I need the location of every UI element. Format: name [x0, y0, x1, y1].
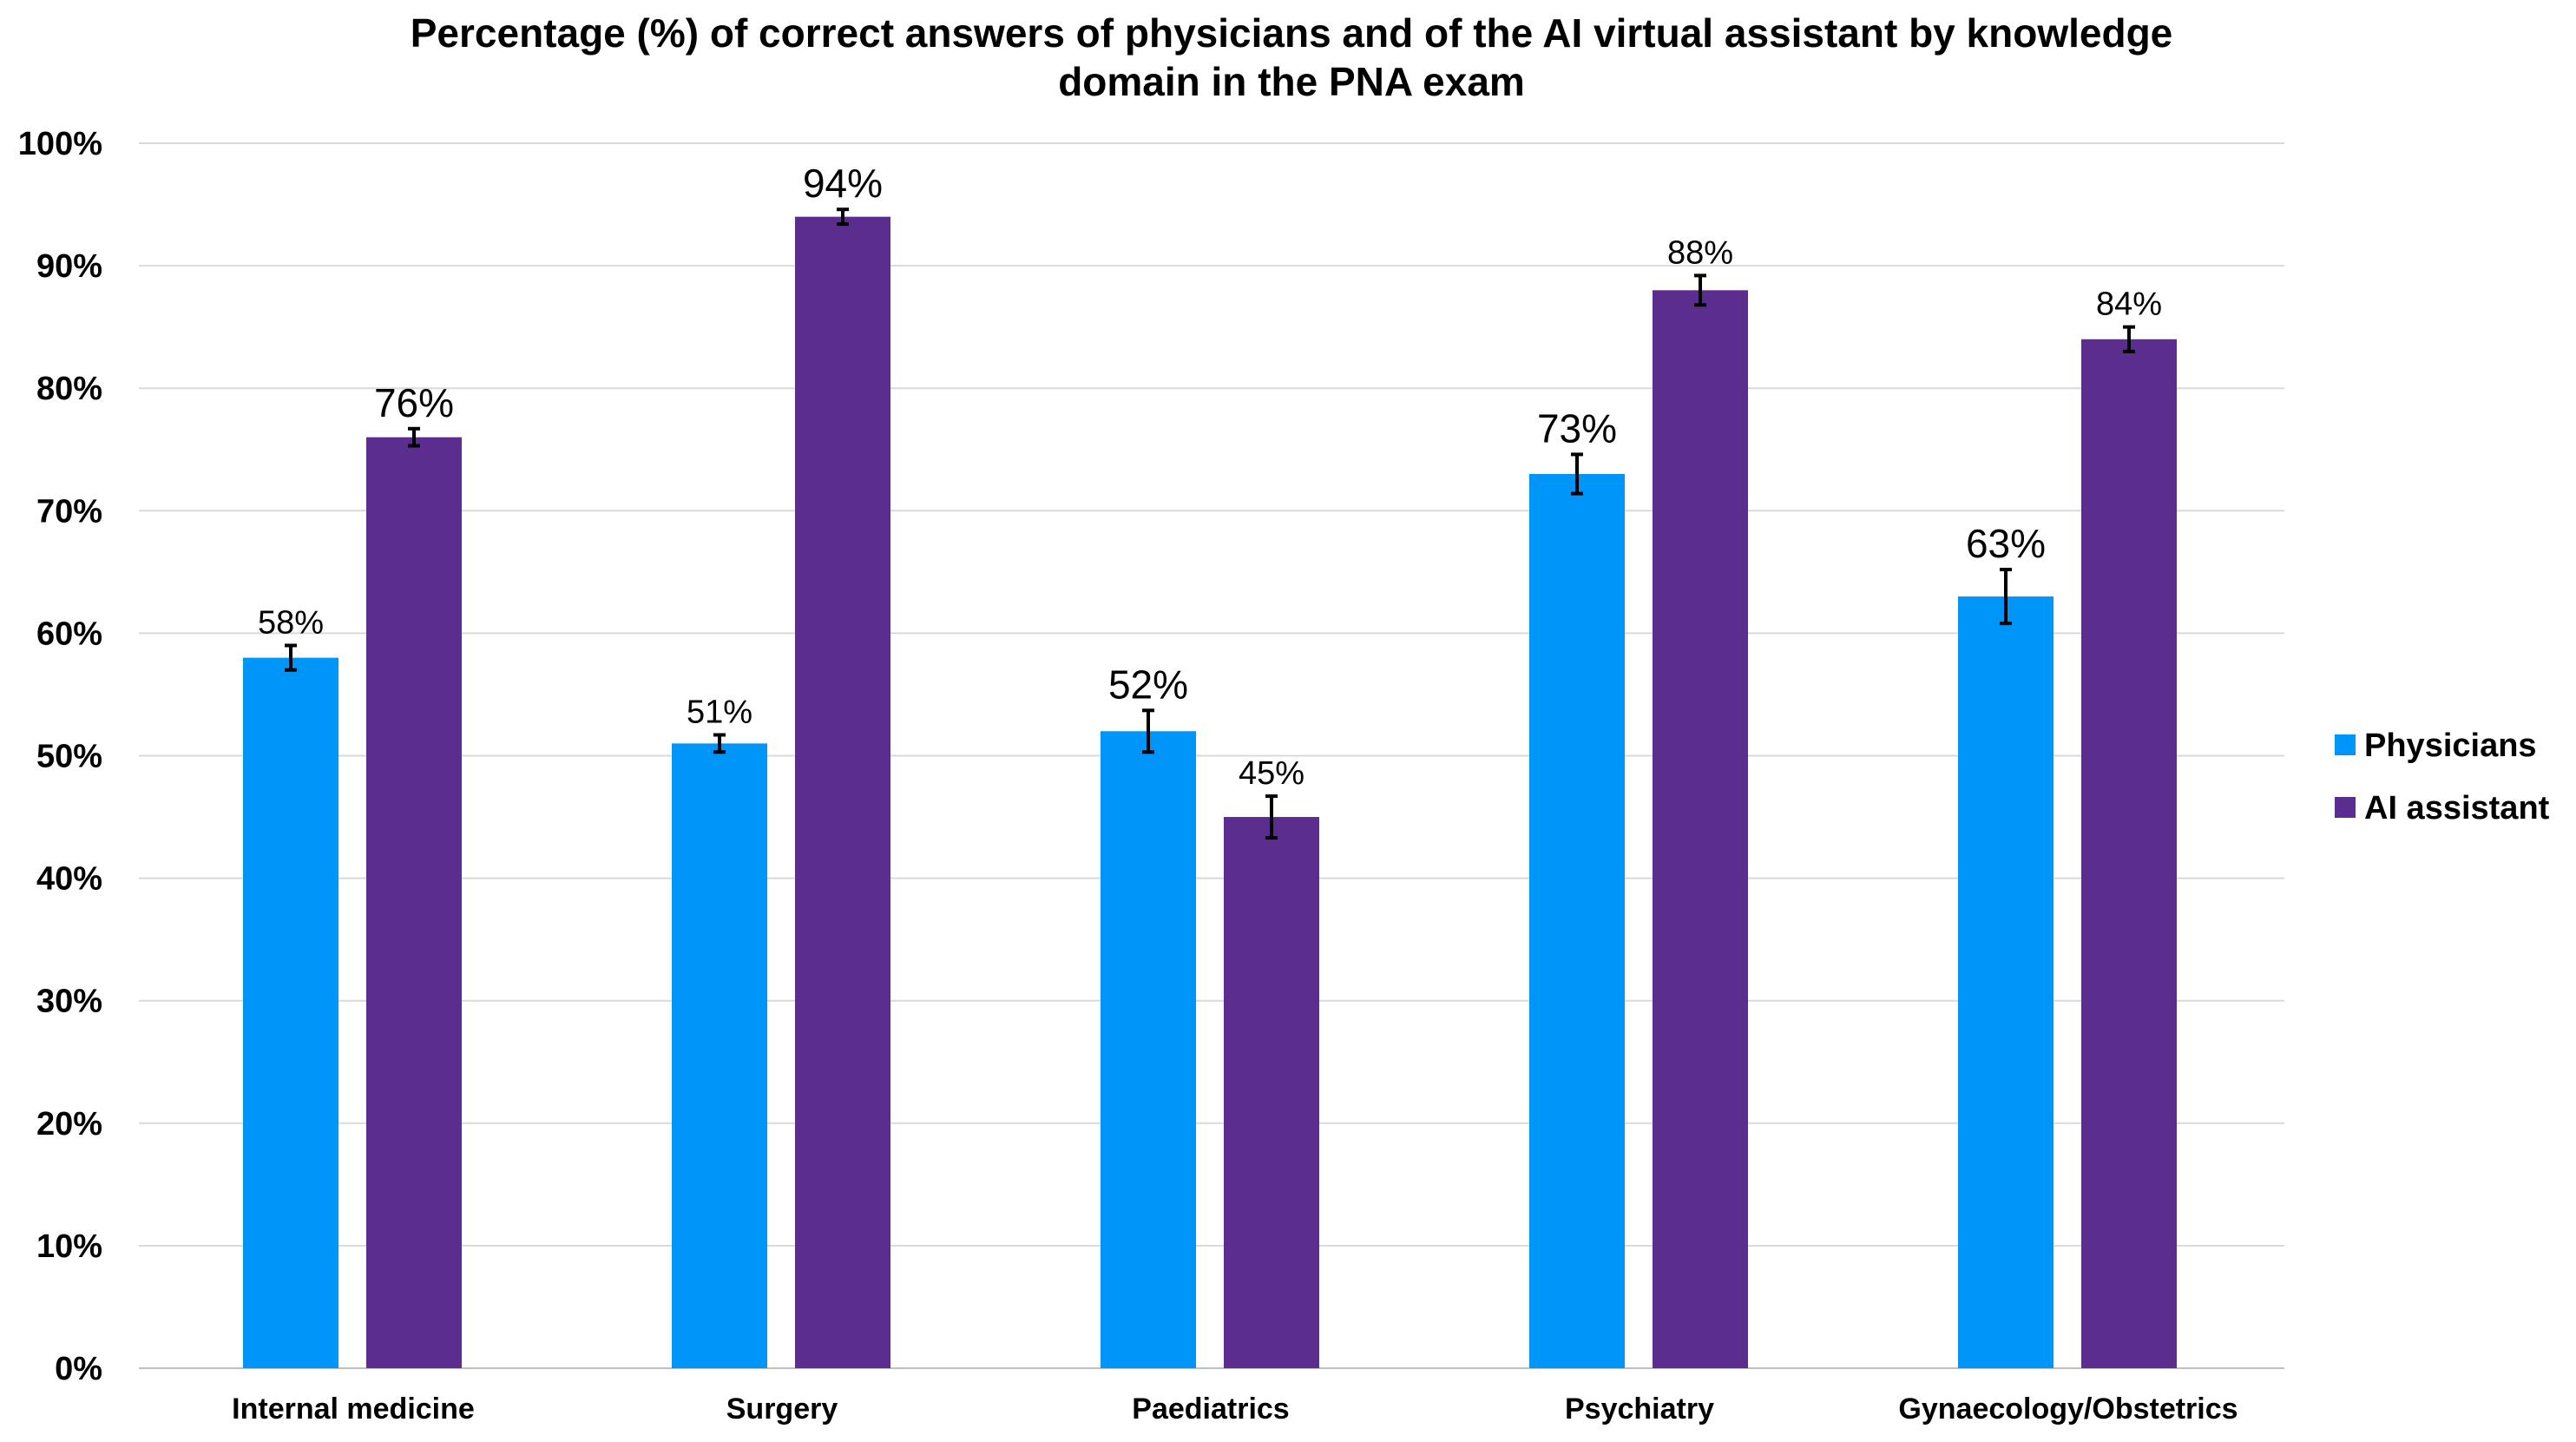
data-label: 58%	[258, 605, 324, 642]
data-label: 52%	[1108, 662, 1188, 707]
bar-ai-assistant-3	[1653, 290, 1748, 1368]
error-bar	[713, 733, 726, 754]
y-tick-label: 30%	[36, 984, 102, 1020]
x-tick-label: Internal medicine	[232, 1393, 475, 1426]
y-tick-label: 0%	[55, 1351, 102, 1387]
error-bars	[285, 207, 2135, 840]
bar-physicians-2	[1101, 731, 1196, 1368]
data-label: 88%	[1667, 234, 1733, 271]
data-label: 76%	[374, 380, 454, 425]
error-bar	[2123, 325, 2135, 353]
error-bar	[408, 426, 420, 448]
data-label: 73%	[1537, 405, 1617, 451]
bars	[243, 216, 2177, 1368]
y-tick-label: 50%	[36, 739, 102, 775]
data-label: 45%	[1239, 755, 1304, 792]
bar-physicians-1	[672, 743, 767, 1368]
y-tick-label: 60%	[36, 616, 102, 652]
chart-title-line-2: domain in the PNA exam	[1058, 59, 1525, 104]
bar-ai-assistant-0	[366, 437, 462, 1368]
chart-title-line-1: Percentage (%) of correct answers of phy…	[411, 10, 2173, 56]
y-tick-label: 40%	[36, 861, 102, 898]
data-label: 84%	[2096, 286, 2162, 323]
x-tick-label: Gynaecology/Obstetrics	[1898, 1393, 2238, 1426]
data-labels: 58% 76% 51% 94% 52% 45% 73% 88% 63% 84%	[258, 161, 2162, 792]
error-bar	[1142, 708, 1154, 754]
y-tick-label: 90%	[36, 248, 102, 285]
x-tick-label: Paediatrics	[1132, 1393, 1289, 1426]
bar-physicians-0	[243, 657, 338, 1368]
legend-label: Physicians	[2364, 728, 2537, 764]
legend-item-ai-assistant: AI assistant	[2335, 790, 2550, 826]
data-label: 63%	[1966, 521, 2046, 566]
error-bar	[1265, 794, 1278, 840]
y-tick-label: 100%	[18, 126, 102, 162]
error-bar	[285, 643, 297, 672]
bar-ai-assistant-4	[2081, 339, 2177, 1368]
gridlines	[139, 142, 2284, 1369]
legend-label: AI assistant	[2364, 790, 2550, 826]
bar-ai-assistant-2	[1224, 817, 1319, 1368]
y-tick-label: 20%	[36, 1106, 102, 1142]
data-label: 51%	[687, 695, 752, 731]
y-tick-label: 80%	[36, 371, 102, 407]
error-bar	[2000, 568, 2012, 626]
x-axis-tick-labels: Internal medicine Surgery Paediatrics Psych…	[232, 1393, 2238, 1426]
bar-physicians-3	[1529, 473, 1625, 1368]
legend-swatch	[2335, 734, 2356, 755]
y-axis-tick-labels: 0% 10% 20% 30% 40% 50% 60% 70% 80% 90% 100%	[18, 126, 102, 1387]
y-tick-label: 70%	[36, 493, 102, 530]
error-bar	[837, 207, 849, 227]
data-label: 94%	[803, 161, 883, 206]
x-tick-label: Psychiatry	[1565, 1393, 1714, 1426]
legend-item-physicians: Physicians	[2335, 728, 2537, 764]
bar-physicians-4	[1958, 596, 2054, 1368]
x-tick-label: Surgery	[726, 1393, 838, 1426]
legend: Physicians AI assistant	[2335, 728, 2550, 826]
y-tick-label: 10%	[36, 1228, 102, 1265]
error-bar	[1571, 452, 1583, 496]
bar-ai-assistant-1	[795, 216, 890, 1368]
error-bar	[1694, 273, 1706, 307]
legend-swatch	[2335, 797, 2356, 818]
